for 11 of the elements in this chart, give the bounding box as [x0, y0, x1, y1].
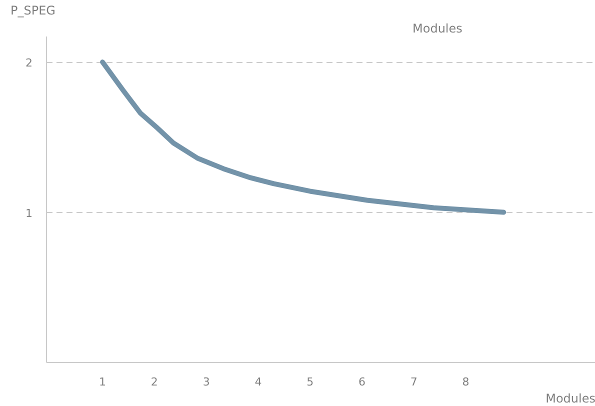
x-tick-label: 3 — [202, 376, 210, 388]
y-axis-title: P_SPEG — [10, 4, 56, 18]
x-tick-label: 5 — [306, 376, 314, 388]
x-axis-title: Modules — [546, 392, 595, 406]
x-tick-label: 8 — [462, 376, 470, 388]
text: Modules — [412, 22, 462, 36]
x-tick-label: 6 — [358, 376, 366, 388]
x-tick-label: 4 — [254, 376, 262, 388]
x-tick-label: 1 — [99, 376, 106, 388]
x-tick-label: 7 — [410, 376, 418, 388]
x-tick-label: 2 — [150, 376, 158, 388]
